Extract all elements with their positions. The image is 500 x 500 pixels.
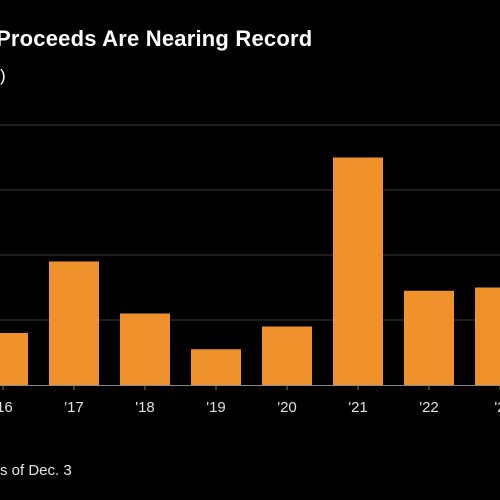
x-tick-label: '17	[64, 399, 84, 416]
bar-7	[475, 287, 500, 385]
x-tick-label: '18	[135, 399, 155, 416]
bar-4	[262, 326, 312, 385]
x-tick-label: '2	[494, 399, 500, 416]
bar-5	[333, 157, 383, 385]
x-tick-label: '20	[277, 399, 297, 416]
x-tick-label: '22	[419, 399, 439, 416]
x-tick-label: '21	[348, 399, 368, 416]
bar-2	[120, 313, 170, 385]
chart-title: Proceeds Are Nearing Record	[0, 26, 313, 51]
bar-6	[404, 290, 454, 385]
chart-footnote: s of Dec. 3	[0, 462, 72, 479]
bar-1	[49, 261, 99, 385]
chart-subtitle: )	[0, 66, 6, 85]
bar-0	[0, 333, 28, 385]
bar-3	[191, 349, 241, 385]
x-tick-label: '19	[206, 399, 226, 416]
x-tick-label: '16	[0, 399, 13, 416]
